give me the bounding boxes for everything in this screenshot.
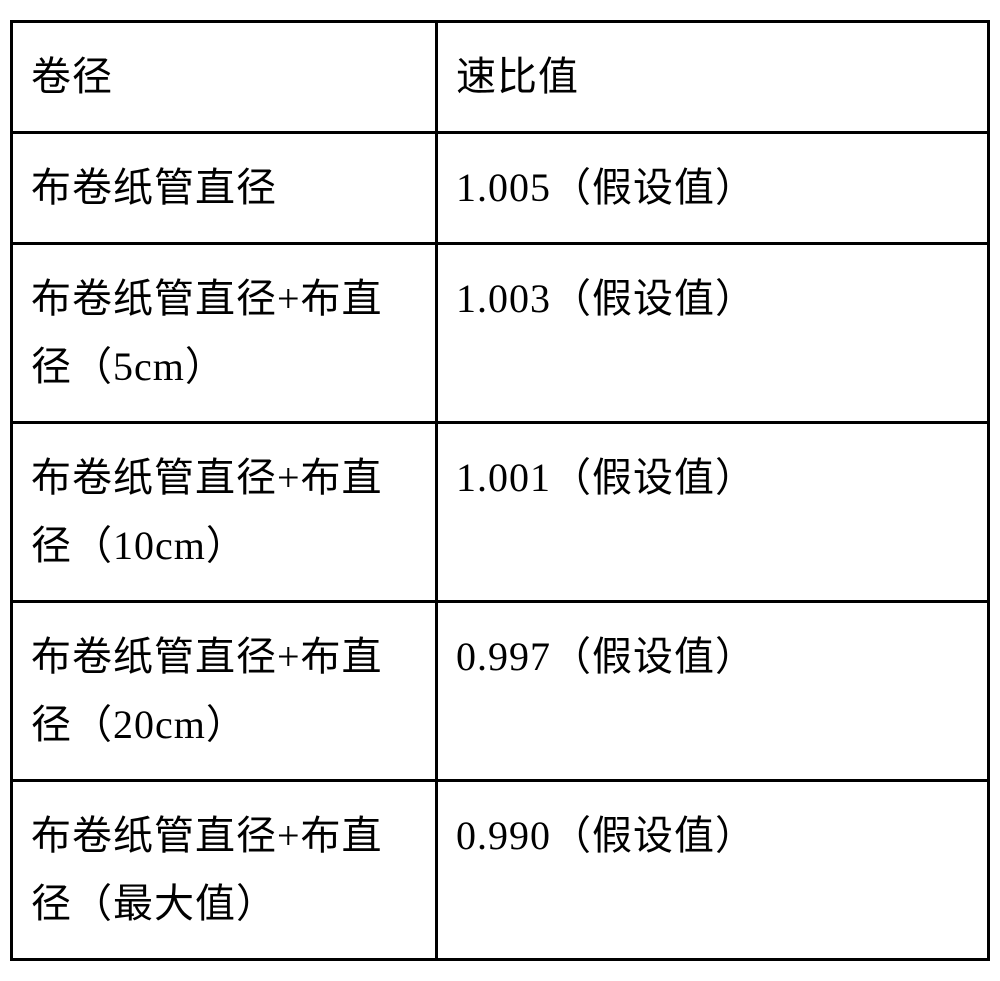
cell-ratio: 1.001（假设值） bbox=[436, 423, 988, 602]
cell-ratio: 1.005（假设值） bbox=[436, 133, 988, 244]
cell-diameter: 布卷纸管直径+布直径（20cm） bbox=[12, 602, 437, 781]
table-row: 布卷纸管直径+布直径（5cm） 1.003（假设值） bbox=[12, 244, 989, 423]
table-row: 布卷纸管直径+布直径（10cm） 1.001（假设值） bbox=[12, 423, 989, 602]
cell-ratio: 1.003（假设值） bbox=[436, 244, 988, 423]
cell-diameter: 布卷纸管直径+布直径（5cm） bbox=[12, 244, 437, 423]
table-row: 布卷纸管直径+布直径（最大值） 0.990（假设值） bbox=[12, 781, 989, 960]
table-container: 卷径 速比值 布卷纸管直径 1.005（假设值） 布卷纸管直径+布直径（5cm）… bbox=[10, 20, 990, 961]
cell-ratio: 0.997（假设值） bbox=[436, 602, 988, 781]
cell-diameter: 布卷纸管直径+布直径（10cm） bbox=[12, 423, 437, 602]
table-row: 布卷纸管直径 1.005（假设值） bbox=[12, 133, 989, 244]
table-row: 布卷纸管直径+布直径（20cm） 0.997（假设值） bbox=[12, 602, 989, 781]
table-row: 卷径 速比值 bbox=[12, 22, 989, 133]
cell-diameter: 布卷纸管直径 bbox=[12, 133, 437, 244]
cell-ratio: 0.990（假设值） bbox=[436, 781, 988, 960]
data-table: 卷径 速比值 布卷纸管直径 1.005（假设值） 布卷纸管直径+布直径（5cm）… bbox=[10, 20, 990, 961]
header-cell-diameter: 卷径 bbox=[12, 22, 437, 133]
header-cell-ratio: 速比值 bbox=[436, 22, 988, 133]
cell-diameter: 布卷纸管直径+布直径（最大值） bbox=[12, 781, 437, 960]
